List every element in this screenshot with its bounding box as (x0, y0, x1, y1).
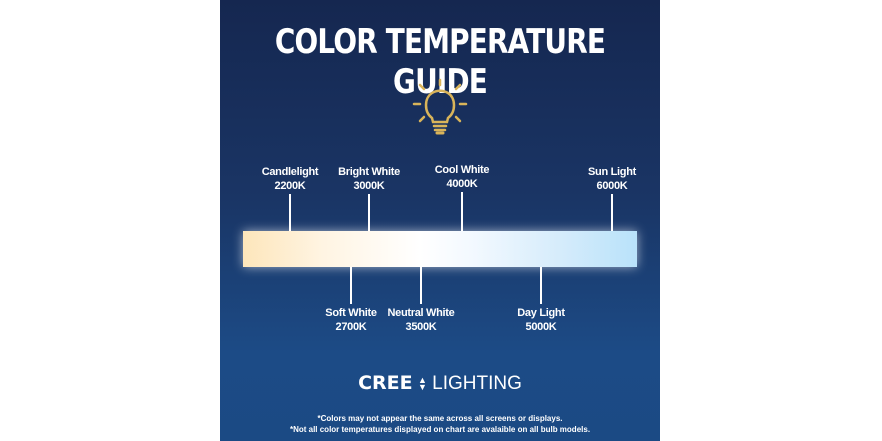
lightbulb-icon (412, 78, 468, 135)
disclaimer: *Colors may not appear the same across a… (289, 414, 591, 434)
marker-line (540, 267, 542, 304)
marker-line (611, 194, 613, 231)
cree-lighting-logo: CREE ▲ ▼ LIGHTING (358, 372, 522, 394)
label-soft-white: Soft White 2700K (325, 307, 377, 333)
label-day-light: Day Light 5000K (517, 307, 565, 333)
label-neutral-white: Neutral White 3500K (387, 307, 455, 333)
label-candlelight: Candlelight 2200K (261, 166, 319, 192)
marker-line (368, 194, 370, 231)
cree-arrows-icon: ▲ ▼ (417, 374, 427, 392)
label-bright-white: Bright White 3000K (338, 166, 400, 192)
marker-line (289, 194, 291, 231)
marker-line (420, 267, 422, 304)
label-sun-light: Sun Light 6000K (587, 166, 636, 192)
marker-line (350, 267, 352, 304)
label-cool-white: Cool White 4000K (434, 164, 490, 190)
marker-line (461, 192, 463, 231)
color-temperature-guide: COLOR TEMPERATURE GUIDE Candlelight 2200K… (220, 0, 660, 441)
color-temperature-bar (243, 231, 637, 267)
